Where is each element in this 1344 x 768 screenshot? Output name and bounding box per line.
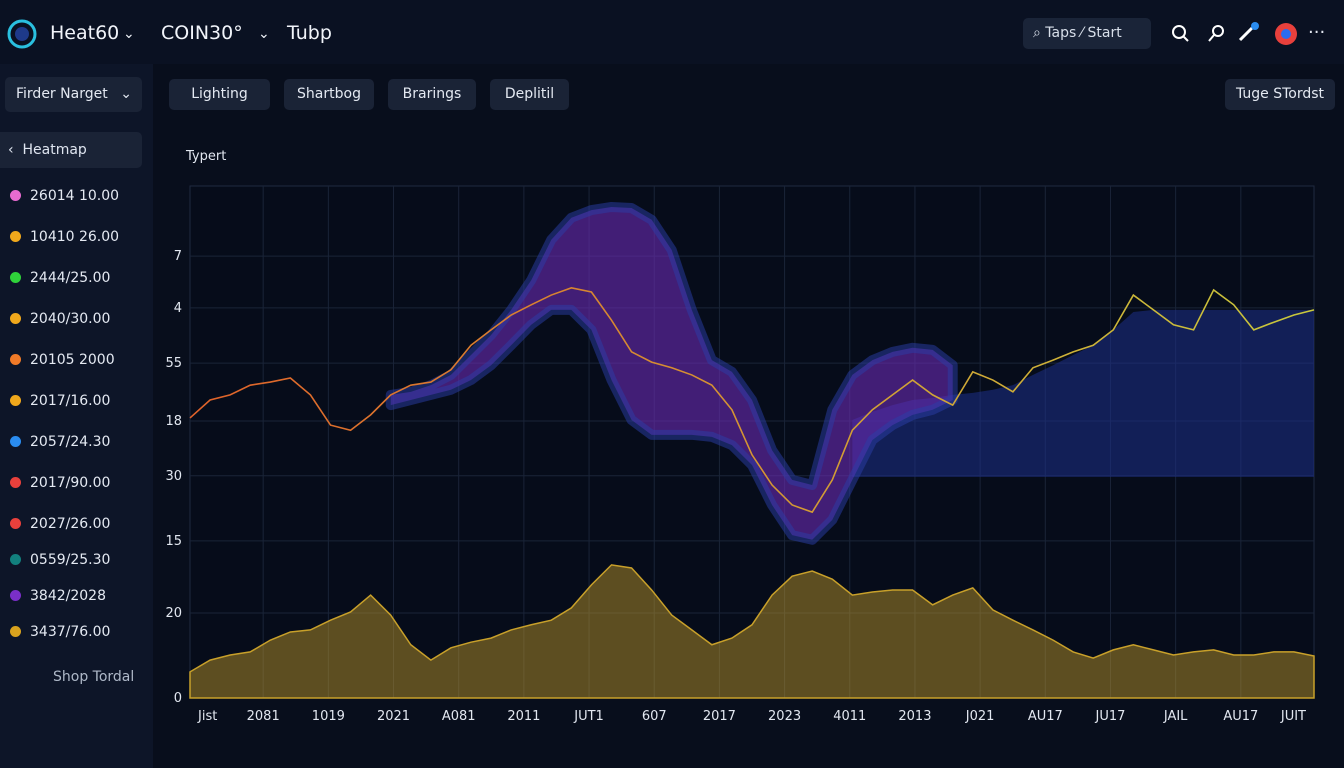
dropdown-label: Firder Narget — [16, 86, 108, 102]
tab[interactable]: Deplitil — [490, 79, 569, 110]
x-tick-label: A081 — [442, 709, 476, 724]
mode[interactable]: Tubp — [287, 22, 332, 44]
volume-area — [189, 564, 1315, 699]
legend-item[interactable]: 3842/2028 — [10, 588, 106, 604]
chevron[interactable]: ⌄ — [123, 26, 135, 42]
chevron[interactable]: ⌄ — [258, 26, 270, 42]
legend-label: 26014 10.00 — [30, 188, 120, 204]
legend-item[interactable]: 2017/90.00 — [10, 475, 110, 491]
header-icons: ··· — [1172, 22, 1325, 45]
x-tick-label: AU17 — [1223, 709, 1258, 724]
range-band — [385, 201, 958, 545]
y-tick-label: 0 — [174, 691, 182, 706]
chart-title: Typert — [185, 149, 226, 164]
x-tick-label: 2011 — [507, 709, 540, 724]
x-tick-label: JUT1 — [573, 709, 604, 724]
legend-dot — [10, 395, 21, 406]
legend-item[interactable]: 3437/76.00 — [10, 624, 110, 640]
legend-dot — [10, 272, 21, 283]
legend-item[interactable]: 20105 2000 — [10, 352, 115, 368]
x-tick-label: 2023 — [768, 709, 801, 724]
legend-label: 2017/90.00 — [30, 475, 111, 491]
sidebar: Firder Narget ⌄ ‹ Heatmap 26014 10.00 104… — [0, 64, 153, 768]
y-tick-label: 4 — [174, 301, 182, 316]
price-line — [189, 287, 1315, 514]
sidebar-button[interactable]: Shop Tordal — [53, 669, 135, 685]
tab[interactable]: Shartbog — [284, 79, 374, 110]
legend-dot — [10, 554, 21, 565]
x-tick-label: 607 — [642, 709, 667, 724]
search-icon[interactable] — [1172, 25, 1186, 39]
legend-item[interactable]: 2027/26.00 — [10, 516, 110, 532]
search-box[interactable]: ⌕ Taps ⁄ Start — [1023, 18, 1151, 49]
legend-dot — [10, 231, 21, 242]
y-tick-label: 18 — [165, 414, 182, 429]
legend-item[interactable]: 10410 26.00 — [10, 229, 119, 245]
legend-label: 2444/25.00 — [30, 270, 111, 286]
tab[interactable]: Brarings — [388, 79, 476, 110]
legend-dot — [10, 354, 21, 365]
legend-label: 2017/16.00 — [30, 393, 111, 409]
legend-label: 0559/25.30 — [30, 552, 111, 568]
pin-icon[interactable] — [1238, 26, 1254, 42]
x-tick-label: J021 — [965, 709, 995, 724]
legend-item[interactable]: 2040/30.00 — [10, 311, 110, 327]
band-area — [852, 309, 1314, 477]
x-tick-label: 1019 — [312, 709, 345, 724]
legend-label: 20105 2000 — [30, 352, 115, 368]
legend-item[interactable]: 0559/25.30 — [10, 552, 110, 568]
search-text: Taps ⁄ Start — [1045, 25, 1122, 41]
x-tick-label: Jist — [197, 709, 217, 724]
x-tick-label: JUIT — [1280, 709, 1306, 724]
y-tick-label: 30 — [165, 469, 182, 484]
legend-label: 3842/2028 — [30, 588, 106, 604]
x-tick-label: JAIL — [1163, 709, 1188, 724]
legend-dot — [10, 436, 21, 447]
y-tick-label: 55 — [165, 356, 182, 371]
legend-dot — [10, 477, 21, 488]
more-icon[interactable]: ··· — [1308, 22, 1325, 43]
x-tick-label: JU17 — [1095, 709, 1126, 724]
action-button[interactable]: Tuge STordst — [1225, 79, 1335, 110]
legend-label: 2057/24.30 — [30, 434, 111, 450]
y-tick-label: 20 — [165, 606, 182, 621]
legend-dot — [10, 626, 21, 637]
sidebar-title[interactable]: ‹ Heatmap — [0, 132, 142, 168]
chevron: ⌄ — [120, 86, 132, 102]
sidebar-title-text: Heatmap — [22, 142, 87, 158]
legend-dot — [10, 518, 21, 529]
tab[interactable]: Lighting — [169, 79, 270, 110]
x-tick-label: 2021 — [377, 709, 410, 724]
legend-label: 2040/30.00 — [30, 311, 111, 327]
legend-item[interactable]: 2057/24.30 — [10, 434, 110, 450]
x-tick-label: 4011 — [833, 709, 866, 724]
pair[interactable]: COIN30° — [161, 22, 243, 44]
x-tick-label: 2013 — [898, 709, 931, 724]
legend-label: 3437/76.00 — [30, 624, 111, 640]
legend-item[interactable]: 26014 10.00 — [10, 188, 119, 204]
x-tick-label: 2017 — [703, 709, 736, 724]
legend-dot — [10, 313, 21, 324]
x-tick-label: AU17 — [1028, 709, 1063, 724]
legend-item[interactable]: 2017/16.00 — [10, 393, 110, 409]
dropdown[interactable]: Firder Narget ⌄ — [5, 77, 142, 112]
top-bar: Heat60 ⌄ COIN30° ⌄ Tubp ⌕ Taps ⁄ Start ·… — [0, 0, 1344, 64]
legend-dot — [10, 590, 21, 601]
legend-label: 10410 26.00 — [30, 229, 120, 245]
legend-label: 2027/26.00 — [30, 516, 111, 532]
app-name[interactable]: Heat60 — [50, 22, 120, 44]
y-tick-label: 15 — [165, 534, 182, 549]
key-icon[interactable] — [1212, 25, 1224, 37]
y-tick-label: 7 — [174, 249, 182, 264]
logo — [7, 19, 37, 49]
chart: Typert 7 4 55 18 30 15 20 0 Jist 2081 1019 2021 A081… — [165, 149, 1315, 724]
legend-dot — [10, 190, 21, 201]
legend-item[interactable]: 2444/25.00 — [10, 270, 110, 286]
x-tick-label: 2081 — [247, 709, 280, 724]
